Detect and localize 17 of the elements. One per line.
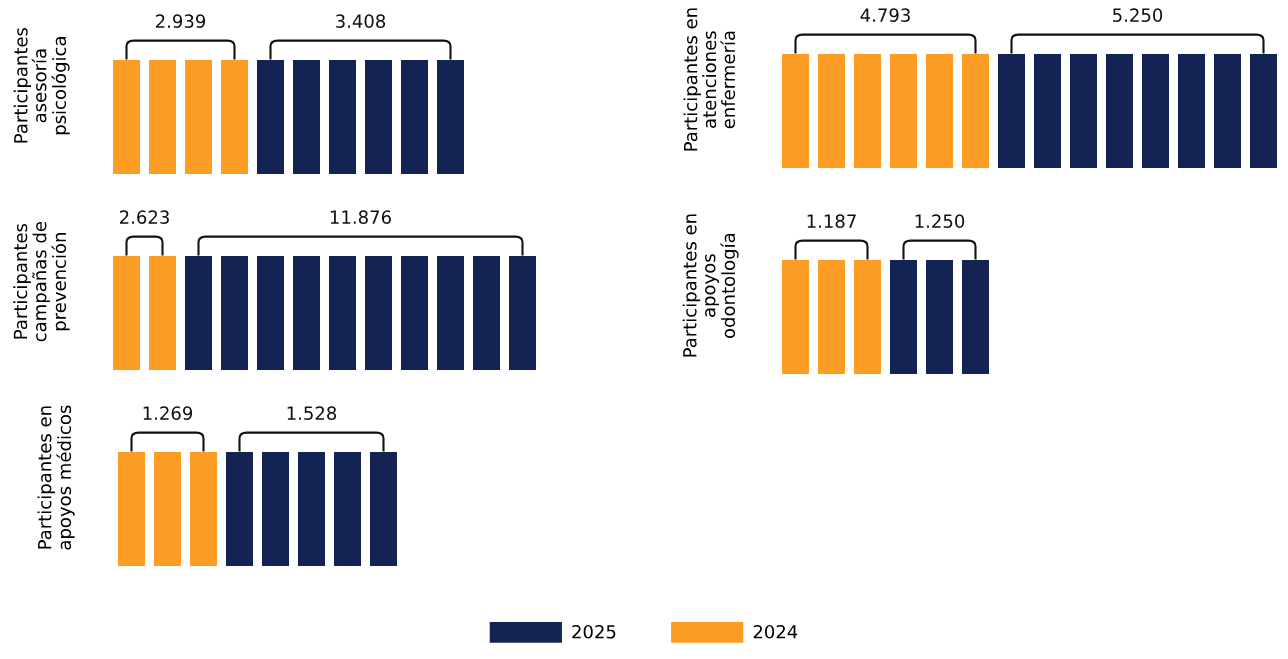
text: 2.939 [155,14,206,28]
text: 11.876 [330,210,391,224]
y-axis-title: Participantes en apoyos médicos [37,405,75,550]
text: 3.408 [336,14,386,28]
y-axis-title: Participantes en atenciones enfermería [683,8,736,151]
text: 4.793 [860,8,910,22]
legend-label: 2025 [572,624,616,639]
text: 1.187 [807,214,856,228]
text: 1.250 [915,214,965,228]
legend-label: 2024 [753,624,798,639]
y-axis-title: Participantes campañas de prevención [13,221,70,342]
text: 5.250 [1113,8,1163,22]
y-axis-title: Participantes en apoyos odontología [682,214,739,357]
text: 1.269 [143,406,193,420]
text: 2.623 [119,210,169,224]
y-axis-title: Participantes asesoría psicológica [13,27,70,143]
text: 1.528 [287,406,337,420]
